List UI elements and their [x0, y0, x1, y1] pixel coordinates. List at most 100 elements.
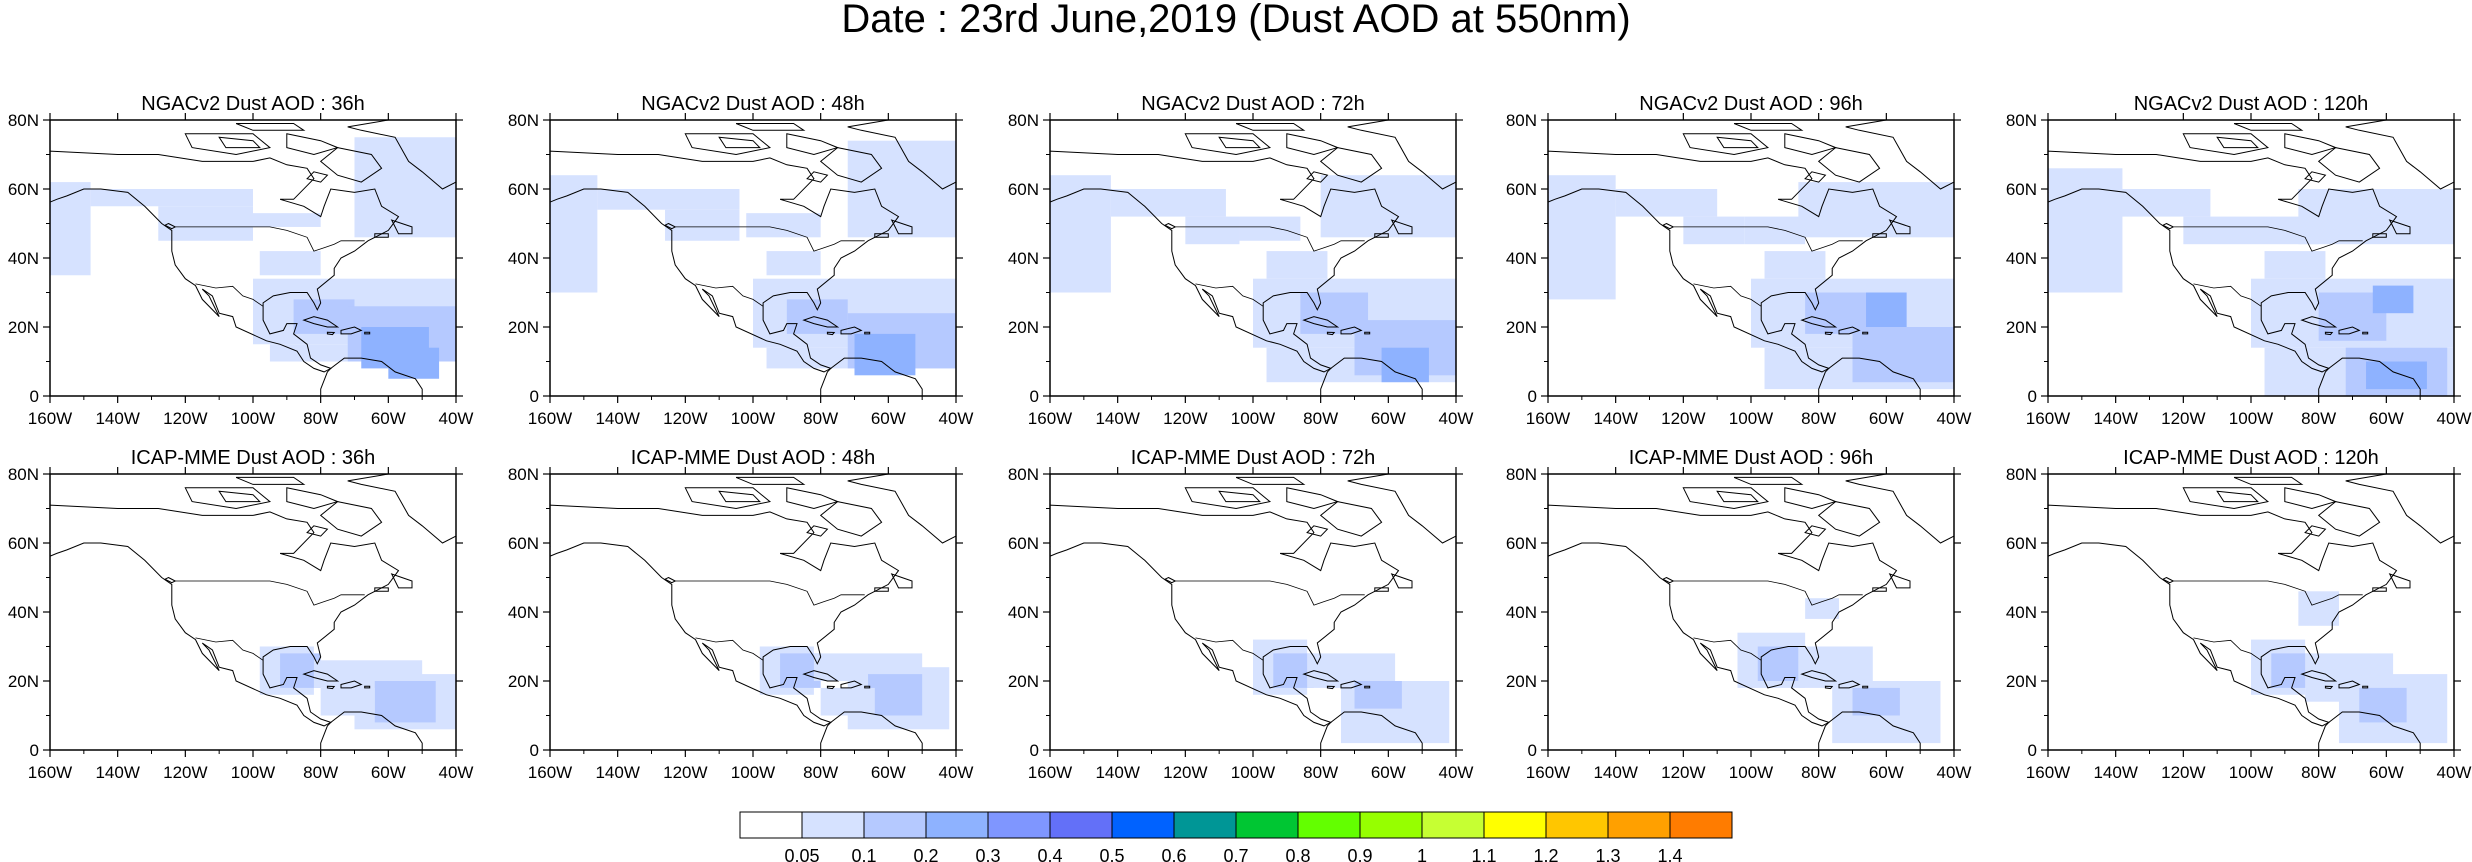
- colorbar-box: [1545, 811, 1609, 839]
- coastline-island: [306, 525, 329, 537]
- map-panel: NGACv2 Dust AOD : 72h 160W 140W 120W 100W 80W…: [1008, 93, 1474, 428]
- coastline-island: [1302, 316, 1340, 328]
- country-border: [1175, 580, 1365, 606]
- lon-tick-label: 120W: [1163, 763, 1207, 782]
- lon-tick-label: 60W: [2369, 409, 2404, 428]
- lat-tick-label: 80N: [1008, 465, 1039, 484]
- lon-tick-label: 120W: [663, 763, 707, 782]
- lat-tick-label: 20N: [508, 672, 539, 691]
- lat-tick-label: 80N: [1506, 111, 1537, 130]
- coastline-island: [718, 136, 761, 149]
- coastline-island: [2372, 587, 2387, 592]
- lat-tick-label: 40N: [8, 603, 39, 622]
- lat-tick-label: 20N: [8, 672, 39, 691]
- coastline-north-america: [2048, 150, 2398, 373]
- lat-tick-label: 40N: [8, 249, 39, 268]
- country-border: [1693, 637, 1762, 661]
- country-border: [175, 580, 365, 606]
- country-border: [1673, 580, 1863, 606]
- country-border: [1693, 283, 1762, 307]
- coastline-island: [1817, 501, 1881, 537]
- coastline-island: [1784, 133, 1838, 156]
- coastline-island: [326, 331, 336, 336]
- lat-tick-label: 80N: [2006, 111, 2037, 130]
- coastline-island: [340, 326, 363, 335]
- coastline-north-america: [1548, 504, 1898, 727]
- lat-tick-label: 40N: [1008, 249, 1039, 268]
- coastline-island: [2324, 331, 2334, 336]
- dust-shading: [847, 140, 956, 238]
- colorbar-box: [1421, 811, 1485, 839]
- coastline-island: [390, 573, 413, 589]
- coastline-island: [786, 487, 840, 510]
- country-border: [675, 580, 865, 606]
- coastline-island: [364, 331, 371, 335]
- coastline-island: [2182, 487, 2270, 510]
- colorbar-label: 0.05: [784, 846, 819, 862]
- coastline-island: [2284, 487, 2338, 510]
- coastline-island: [286, 133, 340, 156]
- dust-shading: [158, 206, 253, 241]
- coastline-island: [1682, 487, 1770, 510]
- lat-tick-label: 40N: [1008, 603, 1039, 622]
- coastline-island: [2216, 490, 2259, 503]
- coastline-island: [2372, 233, 2387, 238]
- colorbar-label: 1: [1417, 846, 1427, 862]
- dust-shading: [550, 175, 598, 293]
- lon-tick-label: 160W: [528, 409, 572, 428]
- coastline-island: [1661, 222, 1675, 230]
- map-panel: NGACv2 Dust AOD : 96h 160W 140W 120W 100W 80W…: [1506, 93, 1972, 428]
- colorbar-label: 0.7: [1223, 846, 1248, 862]
- lon-tick-label: 40W: [939, 763, 974, 782]
- lat-tick-label: 40N: [508, 249, 539, 268]
- coastline-island: [1306, 171, 1329, 183]
- map-panel: ICAP-MME Dust AOD : 48h 160W 140W 120W 100W 8…: [508, 447, 974, 782]
- coastline-island: [1817, 147, 1881, 183]
- coastline-island: [1872, 587, 1887, 592]
- coastline-island: [1218, 136, 1261, 149]
- colorbar-label: 1.1: [1471, 846, 1496, 862]
- lon-tick-label: 100W: [1231, 763, 1275, 782]
- dust-shading: [388, 347, 440, 379]
- dust-shading: [868, 674, 923, 716]
- coastline-island: [735, 476, 806, 485]
- lon-tick-label: 60W: [1371, 763, 1406, 782]
- coastline-south-america: [2318, 711, 2421, 750]
- coastline-island: [2300, 670, 2338, 682]
- lon-tick-label: 160W: [2026, 409, 2070, 428]
- coastline-island: [235, 476, 306, 485]
- colorbar-box: [1483, 811, 1547, 839]
- lat-tick-label: 60N: [1506, 534, 1537, 553]
- coastline-north-america: [1050, 504, 1400, 727]
- coastline-island: [1800, 670, 1838, 682]
- coastline-island: [2161, 576, 2175, 584]
- lon-tick-label: 40W: [2437, 763, 2472, 782]
- coastline-north-america: [2048, 504, 2398, 727]
- lon-tick-label: 80W: [1801, 763, 1836, 782]
- coastline-island: [826, 331, 836, 336]
- coastline-island: [1390, 573, 1413, 589]
- lat-tick-label: 0: [530, 387, 539, 406]
- coastline-island: [864, 331, 871, 335]
- dust-shading: [1239, 216, 1301, 241]
- coastline-island: [1862, 685, 1869, 689]
- lon-tick-label: 120W: [163, 763, 207, 782]
- lat-tick-label: 60N: [508, 534, 539, 553]
- coastline-island: [2161, 222, 2175, 230]
- lon-tick-label: 100W: [731, 409, 775, 428]
- dust-shading: [1548, 175, 1616, 300]
- coastline-island: [2388, 573, 2411, 589]
- panel-title: ICAP-MME Dust AOD : 96h: [1629, 447, 1874, 469]
- map-panel: ICAP-MME Dust AOD : 36h 160W 140W 120W 100W 8…: [8, 447, 474, 782]
- lon-tick-label: 80W: [1801, 409, 1836, 428]
- coastline-south-america: [820, 357, 923, 396]
- country-border: [675, 226, 865, 252]
- coastline-island: [1235, 123, 1306, 131]
- figure-title: Date : 23rd June,2019 (Dust AOD at 550nm…: [841, 0, 1630, 41]
- coastline-greenland: [1347, 120, 1456, 190]
- lon-tick-label: 140W: [595, 409, 639, 428]
- coastline-island: [663, 222, 677, 230]
- lon-tick-label: 160W: [1526, 409, 1570, 428]
- coastline-island: [184, 133, 272, 156]
- lat-tick-label: 20N: [508, 318, 539, 337]
